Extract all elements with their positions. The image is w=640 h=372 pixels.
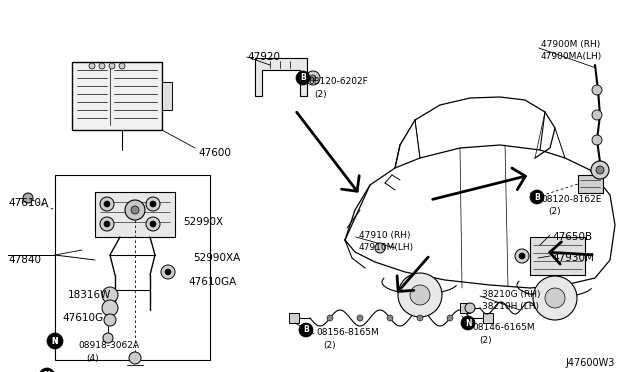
Text: 47600: 47600 bbox=[198, 148, 231, 158]
Text: 47610GA: 47610GA bbox=[188, 277, 236, 287]
Circle shape bbox=[375, 243, 385, 253]
Circle shape bbox=[596, 166, 604, 174]
Circle shape bbox=[99, 63, 105, 69]
Circle shape bbox=[100, 217, 114, 231]
Circle shape bbox=[102, 287, 118, 303]
Text: 38210H (LH): 38210H (LH) bbox=[482, 302, 539, 311]
Circle shape bbox=[161, 265, 175, 279]
Bar bbox=[530, 237, 585, 275]
Text: 47610G: 47610G bbox=[62, 313, 103, 323]
Circle shape bbox=[357, 315, 363, 321]
Circle shape bbox=[109, 63, 115, 69]
Text: 47840: 47840 bbox=[8, 255, 41, 265]
Bar bbox=[289, 313, 299, 323]
Circle shape bbox=[591, 161, 609, 179]
Circle shape bbox=[310, 75, 316, 81]
Circle shape bbox=[465, 303, 475, 313]
Bar bbox=[162, 82, 172, 110]
Text: 47900M (RH): 47900M (RH) bbox=[541, 40, 600, 49]
Circle shape bbox=[104, 201, 110, 207]
Text: (2): (2) bbox=[479, 336, 492, 345]
Circle shape bbox=[398, 273, 442, 317]
Circle shape bbox=[387, 315, 393, 321]
Text: B: B bbox=[300, 74, 306, 83]
Circle shape bbox=[47, 333, 63, 349]
Bar bbox=[560, 303, 570, 313]
Circle shape bbox=[327, 315, 333, 321]
Text: B: B bbox=[303, 326, 309, 334]
Bar bbox=[578, 175, 603, 193]
Circle shape bbox=[39, 368, 55, 372]
Polygon shape bbox=[255, 58, 307, 96]
Circle shape bbox=[417, 315, 423, 321]
Circle shape bbox=[410, 285, 430, 305]
Text: 47930M: 47930M bbox=[552, 253, 594, 263]
Circle shape bbox=[23, 193, 33, 203]
Circle shape bbox=[461, 316, 475, 330]
Circle shape bbox=[515, 249, 529, 263]
Circle shape bbox=[296, 71, 310, 85]
Text: 08918-3062A: 08918-3062A bbox=[78, 341, 139, 350]
Text: (2): (2) bbox=[548, 207, 561, 216]
Circle shape bbox=[104, 314, 116, 326]
Circle shape bbox=[146, 217, 160, 231]
Circle shape bbox=[533, 276, 577, 320]
Text: 47610A: 47610A bbox=[8, 198, 48, 208]
Text: (4): (4) bbox=[86, 354, 99, 363]
Text: 47910 (RH): 47910 (RH) bbox=[359, 231, 410, 240]
Circle shape bbox=[306, 71, 320, 85]
Circle shape bbox=[102, 300, 118, 316]
Text: 38210G (RH): 38210G (RH) bbox=[482, 290, 541, 299]
Bar bbox=[460, 303, 470, 313]
Text: 18316W: 18316W bbox=[68, 290, 111, 300]
Text: J47600W3: J47600W3 bbox=[565, 358, 614, 368]
Text: 08120-6202F: 08120-6202F bbox=[308, 77, 368, 86]
Circle shape bbox=[89, 63, 95, 69]
Circle shape bbox=[592, 85, 602, 95]
Text: N: N bbox=[52, 337, 58, 346]
Circle shape bbox=[150, 221, 156, 227]
Circle shape bbox=[104, 221, 110, 227]
Bar bbox=[483, 313, 493, 323]
Text: 08156-8165M: 08156-8165M bbox=[316, 328, 379, 337]
Bar bbox=[95, 192, 175, 237]
Circle shape bbox=[530, 190, 544, 204]
Circle shape bbox=[592, 110, 602, 120]
Circle shape bbox=[100, 197, 114, 211]
Circle shape bbox=[592, 135, 602, 145]
Circle shape bbox=[125, 200, 145, 220]
Circle shape bbox=[146, 197, 160, 211]
Circle shape bbox=[545, 288, 565, 308]
Circle shape bbox=[40, 369, 54, 372]
Circle shape bbox=[165, 269, 171, 275]
Bar bbox=[55, 175, 210, 360]
Text: N: N bbox=[52, 337, 58, 346]
Circle shape bbox=[48, 334, 62, 348]
Circle shape bbox=[447, 315, 453, 321]
Circle shape bbox=[129, 352, 141, 364]
Text: (2): (2) bbox=[323, 341, 335, 350]
Text: 47900MA(LH): 47900MA(LH) bbox=[541, 52, 602, 61]
Text: (2): (2) bbox=[314, 90, 326, 99]
Circle shape bbox=[150, 201, 156, 207]
Text: 08146-6165M: 08146-6165M bbox=[472, 323, 534, 332]
Text: N: N bbox=[465, 318, 471, 327]
Circle shape bbox=[103, 333, 113, 343]
Circle shape bbox=[299, 323, 313, 337]
Text: 47920: 47920 bbox=[247, 52, 280, 62]
Text: 47910M(LH): 47910M(LH) bbox=[359, 243, 414, 252]
Text: 08120-8162E: 08120-8162E bbox=[541, 195, 602, 204]
Text: 47650B: 47650B bbox=[552, 232, 592, 242]
Circle shape bbox=[131, 206, 139, 214]
Text: 52990XA: 52990XA bbox=[193, 253, 240, 263]
Bar bbox=[72, 62, 162, 130]
Circle shape bbox=[119, 63, 125, 69]
Text: 52990X: 52990X bbox=[183, 217, 223, 227]
Circle shape bbox=[519, 253, 525, 259]
Text: B: B bbox=[534, 192, 540, 202]
